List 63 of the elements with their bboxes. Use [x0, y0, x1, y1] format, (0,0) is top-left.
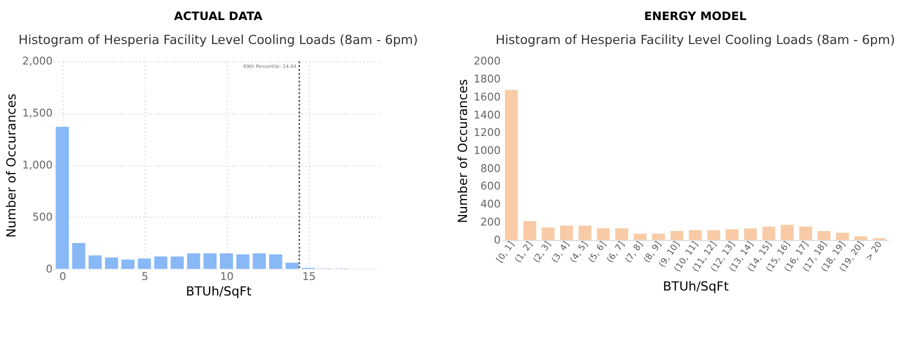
- bar: [523, 221, 536, 240]
- bar: [542, 227, 555, 240]
- y-axis-title: Number of Occurances: [454, 79, 470, 224]
- x-tick-label: 5: [141, 270, 148, 284]
- x-axis-title: BTUh/SqFt: [186, 283, 252, 298]
- bar: [799, 226, 812, 240]
- bar: [56, 126, 69, 269]
- bar: [670, 231, 684, 240]
- y-tick-label: 200: [480, 215, 501, 228]
- y-axis-title: Number of Occurances: [3, 94, 18, 238]
- chart-subtitle: Histogram of Hesperia Facility Level Cooling Loads (8am - 6pm): [18, 32, 418, 47]
- bar: [154, 256, 168, 269]
- bar: [578, 226, 592, 240]
- bar: [269, 254, 282, 269]
- y-tick-label: 1800: [474, 72, 501, 86]
- x-tick-label: 10: [220, 270, 234, 284]
- x-axis-title: BTUh/SqFt: [662, 278, 729, 294]
- bar: [88, 255, 102, 269]
- y-tick-label: 2000: [474, 54, 501, 68]
- bar: [596, 228, 610, 240]
- x-tick-label: > 20: [864, 240, 885, 264]
- y-tick-label: 1,000: [22, 158, 53, 172]
- bar: [203, 253, 217, 269]
- bar: [688, 230, 702, 240]
- bar: [252, 253, 266, 269]
- bar: [818, 231, 830, 240]
- y-tick-label: 1,500: [22, 106, 53, 120]
- y-tick-label: 2,000: [22, 54, 53, 68]
- bar: [121, 260, 135, 269]
- bar: [707, 230, 720, 240]
- bar: [187, 253, 200, 269]
- y-tick-label: 1000: [474, 144, 501, 157]
- bar: [286, 262, 299, 269]
- x-tick-label: (7, 8]: [624, 240, 646, 265]
- y-tick-label: 1200: [474, 126, 501, 140]
- bar: [652, 234, 665, 240]
- y-tick-label: 800: [480, 162, 501, 175]
- chart-title: ACTUAL DATA: [174, 8, 262, 23]
- bar: [72, 242, 86, 269]
- chart-subtitle: Histogram of Hesperia Facility Level Cooling Loads (8am - 6pm): [496, 32, 895, 47]
- bar: [726, 229, 739, 240]
- bar: [836, 232, 849, 240]
- bar: [560, 226, 573, 240]
- y-tick-label: 400: [480, 198, 501, 211]
- y-tick-label: 1400: [474, 108, 501, 122]
- bar: [615, 228, 628, 240]
- bar: [220, 253, 234, 269]
- bar: [170, 256, 184, 269]
- y-tick-label: 1600: [474, 90, 501, 104]
- y-tick-label: 600: [480, 180, 501, 193]
- bar: [138, 258, 151, 269]
- chart-title: ENERGY MODEL: [644, 8, 748, 23]
- bar: [634, 234, 647, 240]
- bar: [854, 236, 868, 240]
- bar: [504, 90, 518, 240]
- y-tick-label: 500: [32, 210, 53, 224]
- bar: [236, 254, 250, 269]
- bar: [780, 224, 794, 240]
- bar: [762, 226, 776, 240]
- bar: [104, 257, 118, 269]
- x-tick-label: 0: [59, 270, 66, 284]
- bar: [744, 228, 757, 240]
- x-tick-label: 15: [302, 270, 316, 284]
